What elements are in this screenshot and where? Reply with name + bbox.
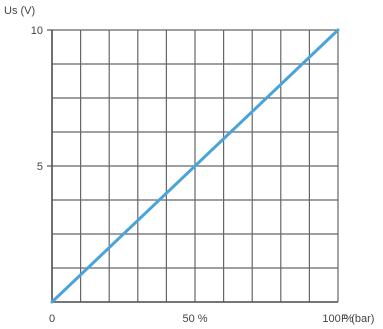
chart-ticks: 0 50 % 100 % 5 10: [31, 25, 354, 325]
x-axis-label: P (bar): [341, 313, 374, 325]
x-tick-label: 0: [49, 313, 55, 325]
y-axis-label: Us (V): [4, 5, 35, 17]
y-tick-label: 10: [31, 25, 43, 37]
y-tick-label: 5: [37, 161, 43, 173]
x-tick-label: 100 %: [322, 313, 353, 325]
x-tick-label: 50 %: [182, 313, 207, 325]
chart-grid: [51, 29, 339, 303]
chart-series: [50, 28, 340, 304]
series-line-0: [50, 28, 340, 304]
